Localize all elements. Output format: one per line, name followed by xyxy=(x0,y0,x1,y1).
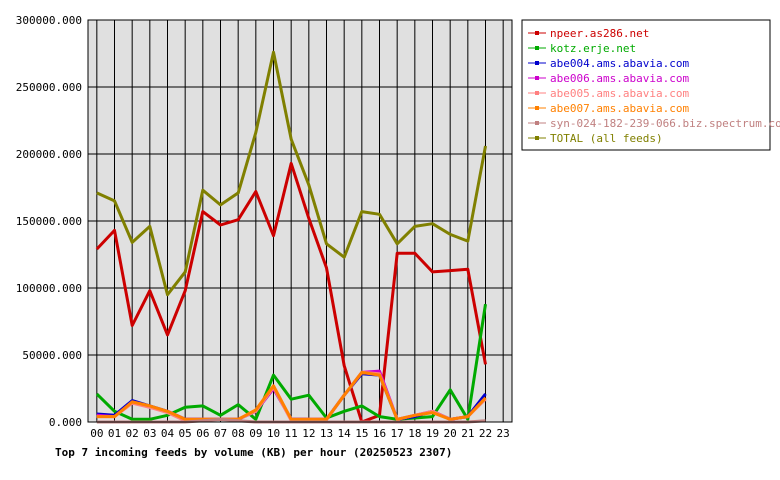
y-axis: 0.000 50000.000 100000.000 150000.000 200000… xyxy=(16,14,82,429)
x-tick-label: 21 xyxy=(461,427,474,440)
x-tick-label: 14 xyxy=(338,427,352,440)
y-tick-label: 250000.000 xyxy=(16,81,82,94)
x-tick-label: 07 xyxy=(214,427,227,440)
legend: npeer.as286.net kotz.erje.net abe004.ams.a… xyxy=(521,19,780,151)
x-tick-label: 19 xyxy=(426,427,439,440)
x-tick-label: 04 xyxy=(161,427,175,440)
series-line-1 xyxy=(95,303,487,421)
legend-marker xyxy=(535,76,539,80)
y-tick-label: 150000.000 xyxy=(16,215,82,228)
x-tick-label: 01 xyxy=(108,427,121,440)
legend-label: syn-024-182-239-066.biz.spectrum.com xyxy=(550,117,780,130)
y-tick-label: 100000.000 xyxy=(16,282,82,295)
x-tick-label: 03 xyxy=(143,427,156,440)
x-tick-label: 20 xyxy=(444,427,457,440)
chart-title: Top 7 incoming feeds by volume (KB) per … xyxy=(55,446,452,459)
legend-marker xyxy=(535,31,539,35)
x-tick-label: 00 xyxy=(90,427,103,440)
legend-marker xyxy=(535,136,539,140)
legend-marker xyxy=(535,106,539,110)
x-tick-label: 12 xyxy=(302,427,315,440)
y-tick-label: 50000.000 xyxy=(22,349,82,362)
legend-box xyxy=(521,19,771,151)
x-tick-label: 11 xyxy=(285,427,298,440)
legend-label: kotz.erje.net xyxy=(550,42,636,55)
series-line-0 xyxy=(95,161,487,424)
legend-label: npeer.as286.net xyxy=(550,27,649,40)
x-tick-label: 13 xyxy=(320,427,333,440)
x-tick-label: 06 xyxy=(196,427,209,440)
y-tick-label: 200000.000 xyxy=(16,148,82,161)
x-tick-label: 10 xyxy=(267,427,280,440)
x-tick-label: 18 xyxy=(408,427,421,440)
legend-label: abe005.ams.abavia.com xyxy=(550,87,689,100)
legend-label: abe004.ams.abavia.com xyxy=(550,57,689,70)
y-tick-label: 0.000 xyxy=(49,416,82,429)
x-tick-label: 17 xyxy=(391,427,404,440)
legend-marker xyxy=(535,91,539,95)
x-tick-label: 22 xyxy=(479,427,492,440)
x-tick-label: 16 xyxy=(373,427,386,440)
x-tick-label: 23 xyxy=(497,427,510,440)
legend-marker xyxy=(535,121,539,125)
legend-label: abe006.ams.abavia.com xyxy=(550,72,689,85)
series-line-5 xyxy=(96,370,487,421)
x-tick-label: 09 xyxy=(249,427,262,440)
x-tick-label: 15 xyxy=(355,427,368,440)
grid-layer xyxy=(88,19,512,423)
series-line-7 xyxy=(96,50,487,297)
y-tick-label: 300000.000 xyxy=(16,14,82,27)
x-tick-label: 02 xyxy=(126,427,139,440)
legend-marker xyxy=(535,61,539,65)
legend-marker xyxy=(535,46,539,50)
legend-label: abe007.ams.abavia.com xyxy=(550,102,689,115)
x-axis: 00 01 02 03 04 05 06 07 08 09 10 11 12 13 14 15 16 17 18 19… xyxy=(90,427,510,440)
plot-border xyxy=(87,19,513,423)
x-tick-label: 05 xyxy=(179,427,192,440)
legend-label: TOTAL (all feeds) xyxy=(550,132,663,145)
x-tick-label: 08 xyxy=(232,427,245,440)
